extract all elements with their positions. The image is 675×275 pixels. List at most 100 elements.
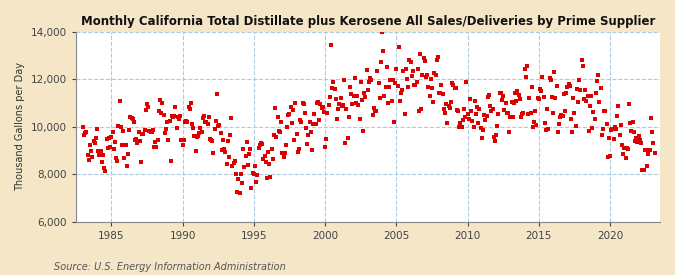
Point	[219, 147, 230, 151]
Point	[203, 115, 214, 120]
Point	[392, 84, 403, 89]
Point	[464, 97, 475, 101]
Point	[448, 82, 459, 87]
Point	[567, 129, 578, 134]
Point	[644, 148, 655, 152]
Point	[492, 124, 503, 128]
Point	[443, 104, 454, 108]
Point	[453, 109, 464, 113]
Point	[422, 73, 433, 78]
Point	[181, 119, 192, 123]
Point	[649, 151, 660, 155]
Point	[327, 86, 338, 90]
Point	[581, 99, 592, 103]
Point	[409, 83, 420, 87]
Point	[375, 96, 385, 100]
Point	[630, 139, 641, 143]
Point	[361, 68, 372, 72]
Point	[416, 107, 427, 112]
Point	[330, 97, 341, 101]
Point	[283, 113, 294, 117]
Point	[558, 92, 569, 97]
Point	[340, 141, 351, 145]
Point	[528, 125, 539, 129]
Point	[555, 115, 566, 119]
Point	[325, 43, 336, 47]
Point	[417, 72, 428, 77]
Point	[597, 127, 608, 131]
Point	[606, 128, 617, 133]
Point	[153, 109, 164, 114]
Point	[353, 103, 364, 107]
Point	[458, 118, 468, 122]
Point	[603, 136, 614, 141]
Point	[386, 99, 397, 103]
Point	[306, 130, 317, 134]
Point	[169, 113, 180, 118]
Point	[558, 114, 568, 119]
Point	[396, 91, 406, 95]
Point	[520, 75, 531, 80]
Point	[529, 120, 539, 124]
Point	[251, 180, 262, 184]
Point	[406, 74, 417, 79]
Point	[286, 105, 296, 109]
Point	[577, 64, 588, 69]
Point	[473, 120, 484, 125]
Point	[275, 130, 286, 134]
Point	[647, 130, 657, 134]
Point	[356, 98, 367, 102]
Point	[186, 101, 196, 106]
Point	[437, 92, 448, 96]
Point	[317, 105, 328, 109]
Point	[311, 101, 322, 106]
Point	[109, 140, 120, 145]
Point	[504, 130, 514, 134]
Point	[303, 133, 314, 138]
Point	[108, 147, 119, 152]
Point	[84, 143, 95, 148]
Point	[157, 101, 168, 106]
Point	[350, 100, 361, 105]
Point	[454, 125, 464, 130]
Point	[634, 138, 645, 142]
Point	[412, 67, 423, 72]
Point	[430, 72, 441, 77]
Point	[170, 105, 181, 109]
Point	[175, 114, 186, 119]
Point	[493, 112, 504, 117]
Point	[477, 136, 487, 141]
Point	[549, 70, 560, 74]
Point	[397, 87, 408, 92]
Title: Monthly California Total Distillate plus Kerosene All Sales/Deliveries by Prime : Monthly California Total Distillate plus…	[81, 15, 655, 28]
Point	[611, 127, 622, 131]
Point	[281, 125, 292, 129]
Point	[514, 97, 525, 101]
Point	[585, 104, 595, 108]
Point	[331, 117, 342, 122]
Point	[194, 131, 205, 135]
Point	[624, 101, 634, 106]
Point	[82, 153, 93, 157]
Point	[256, 141, 267, 146]
Point	[594, 100, 605, 104]
Point	[314, 118, 325, 122]
Point	[625, 121, 636, 125]
Point	[371, 109, 381, 113]
Point	[632, 140, 643, 144]
Point	[112, 159, 123, 163]
Point	[269, 133, 279, 137]
Point	[125, 115, 136, 119]
Point	[254, 143, 265, 147]
Point	[339, 78, 350, 83]
Point	[591, 90, 601, 95]
Point	[439, 111, 450, 116]
Point	[196, 130, 207, 135]
Point	[130, 138, 140, 142]
Point	[114, 99, 125, 104]
Point	[325, 95, 335, 99]
Point	[489, 139, 500, 144]
Point	[608, 137, 619, 141]
Point	[230, 158, 240, 163]
Point	[213, 124, 223, 128]
